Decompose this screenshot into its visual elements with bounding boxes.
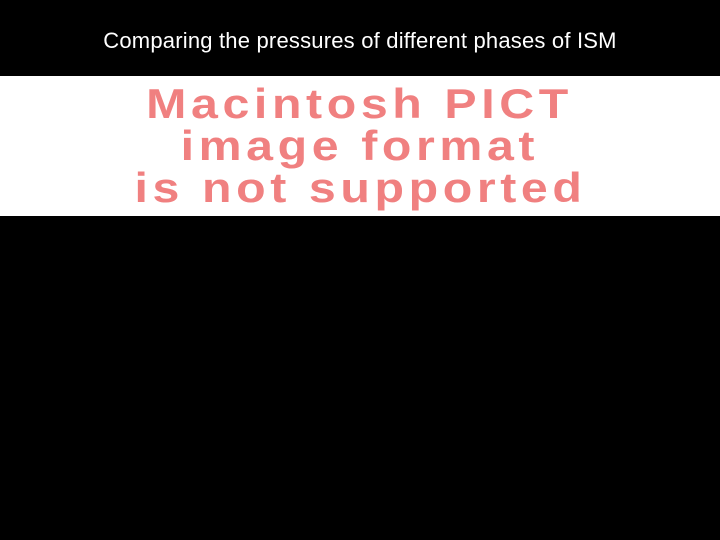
slide-title: Comparing the pressures of different pha… (0, 28, 720, 54)
pict-error-placeholder: Macintosh PICT image format is not suppo… (0, 76, 720, 216)
error-line-3: is not supported (134, 167, 586, 209)
error-line-2: image format (181, 125, 539, 167)
slide-container: Comparing the pressures of different pha… (0, 0, 720, 540)
error-line-1: Macintosh PICT (147, 83, 574, 125)
